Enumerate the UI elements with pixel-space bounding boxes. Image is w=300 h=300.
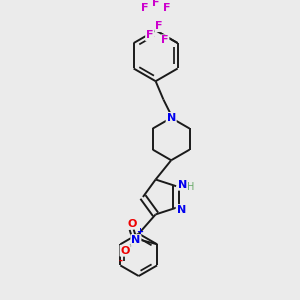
- Text: -: -: [118, 255, 123, 265]
- Text: O: O: [127, 219, 136, 229]
- Text: F: F: [146, 31, 154, 40]
- Text: N: N: [178, 180, 187, 190]
- Text: F: F: [161, 35, 169, 45]
- Text: F: F: [163, 3, 170, 13]
- Text: N: N: [131, 235, 140, 245]
- Text: H: H: [187, 182, 194, 192]
- Text: F: F: [155, 21, 163, 31]
- Text: F: F: [152, 0, 159, 8]
- Text: F: F: [141, 3, 149, 13]
- Text: O: O: [121, 246, 130, 256]
- Text: N: N: [167, 113, 176, 123]
- Text: +: +: [136, 226, 143, 236]
- Text: N: N: [177, 205, 186, 215]
